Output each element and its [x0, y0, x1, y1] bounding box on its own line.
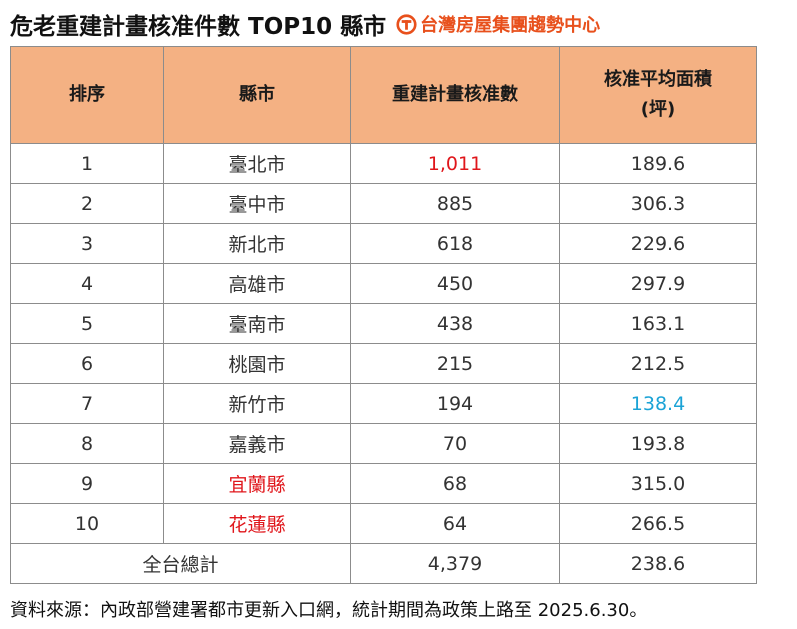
- header-count: 重建計畫核准數: [350, 46, 560, 144]
- brand-name: 台灣房屋集團趨勢中心: [420, 15, 601, 36]
- table-row: 7 新竹市 194 138.4: [10, 383, 757, 424]
- count-cell: 1,011: [350, 143, 560, 184]
- header-area-line1: 核准平均面積: [604, 69, 712, 90]
- count-cell: 618: [350, 223, 560, 264]
- brand: 台灣房屋集團趨勢中心: [396, 11, 600, 37]
- source-note: 資料來源：內政部營建署都市更新入口網，統計期間為政策上路至 2025.6.30。: [10, 600, 648, 621]
- table-row: 1 臺北市 1,011 189.6: [10, 143, 757, 184]
- table-row: 3 新北市 618 229.6: [10, 223, 757, 264]
- rank-cell: 10: [10, 503, 164, 544]
- area-cell: 306.3: [559, 183, 757, 224]
- table-row: 9 宜蘭縣 68 315.0: [10, 463, 757, 504]
- city-cell: 花蓮縣: [163, 503, 351, 544]
- rank-cell: 5: [10, 303, 164, 344]
- area-cell: 193.8: [559, 423, 757, 464]
- city-cell: 新北市: [163, 223, 351, 264]
- count-cell: 215: [350, 343, 560, 384]
- table-row: 4 高雄市 450 297.9: [10, 263, 757, 304]
- rank-cell: 8: [10, 423, 164, 464]
- table-row: 10 花蓮縣 64 266.5: [10, 503, 757, 544]
- page-title: 危老重建計畫核准件數 TOP10 縣市: [10, 14, 387, 40]
- city-cell: 宜蘭縣: [163, 463, 351, 504]
- count-cell: 450: [350, 263, 560, 304]
- rank-cell: 3: [10, 223, 164, 264]
- count-cell: 70: [350, 423, 560, 464]
- header-city: 縣市: [163, 46, 351, 144]
- table-row: 6 桃園市 215 212.5: [10, 343, 757, 384]
- city-cell: 臺中市: [163, 183, 351, 224]
- rank-cell: 7: [10, 383, 164, 424]
- total-area: 238.6: [559, 543, 757, 584]
- area-cell: 138.4: [559, 383, 757, 424]
- table-row: 5 臺南市 438 163.1: [10, 303, 757, 344]
- t-circle-logo-icon: [396, 13, 417, 35]
- header-area: 核准平均面積 (坪): [559, 46, 757, 144]
- header-rank: 排序: [10, 46, 164, 144]
- rank-cell: 4: [10, 263, 164, 304]
- header-row: 排序 縣市 重建計畫核准數 核准平均面積 (坪): [10, 46, 757, 144]
- city-cell: 高雄市: [163, 263, 351, 304]
- total-label: 全台總計: [10, 543, 351, 584]
- count-cell: 885: [350, 183, 560, 224]
- count-cell: 64: [350, 503, 560, 544]
- rank-cell: 1: [10, 143, 164, 184]
- area-cell: 229.6: [559, 223, 757, 264]
- city-cell: 嘉義市: [163, 423, 351, 464]
- header-area-line2: (坪): [640, 99, 676, 120]
- area-cell: 266.5: [559, 503, 757, 544]
- area-cell: 315.0: [559, 463, 757, 504]
- count-cell: 438: [350, 303, 560, 344]
- rank-cell: 6: [10, 343, 164, 384]
- total-count: 4,379: [350, 543, 560, 584]
- area-cell: 163.1: [559, 303, 757, 344]
- total-row: 全台總計 4,379 238.6: [10, 543, 757, 584]
- count-cell: 68: [350, 463, 560, 504]
- city-cell: 臺北市: [163, 143, 351, 184]
- header: 危老重建計畫核准件數 TOP10 縣市 台灣房屋集團趨勢中心: [10, 6, 790, 42]
- city-cell: 臺南市: [163, 303, 351, 344]
- city-cell: 桃園市: [163, 343, 351, 384]
- area-cell: 297.9: [559, 263, 757, 304]
- area-cell: 212.5: [559, 343, 757, 384]
- rank-cell: 2: [10, 183, 164, 224]
- count-cell: 194: [350, 383, 560, 424]
- table-row: 2 臺中市 885 306.3: [10, 183, 757, 224]
- table-row: 8 嘉義市 70 193.8: [10, 423, 757, 464]
- data-table: 排序 縣市 重建計畫核准數 核准平均面積 (坪) 1 臺北市 1,011 189…: [10, 46, 757, 584]
- rank-cell: 9: [10, 463, 164, 504]
- area-cell: 189.6: [559, 143, 757, 184]
- city-cell: 新竹市: [163, 383, 351, 424]
